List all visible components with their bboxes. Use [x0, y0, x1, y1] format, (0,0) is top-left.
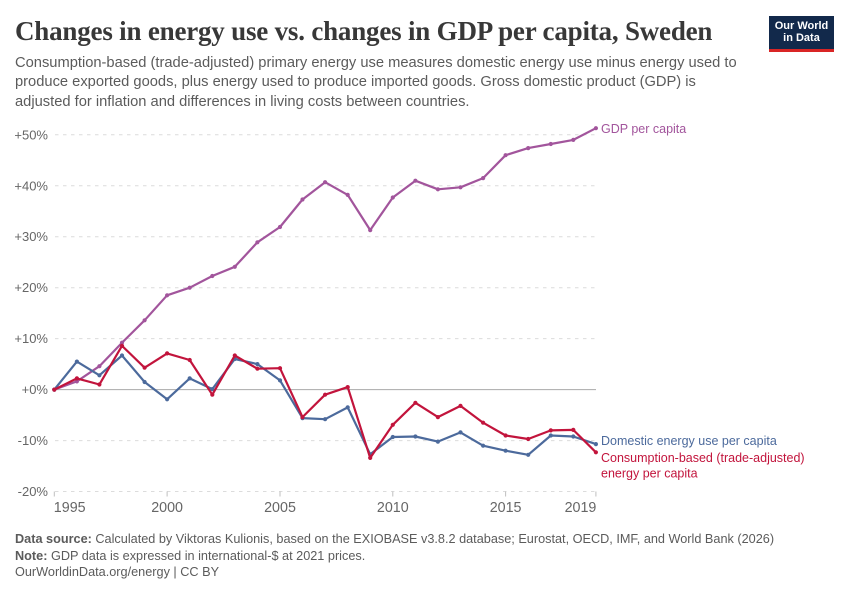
svg-text:GDP per capita: GDP per capita	[601, 122, 686, 136]
svg-text:2015: 2015	[490, 500, 522, 516]
svg-text:-20%: -20%	[18, 484, 49, 499]
svg-text:Consumption-based (trade-adjus: Consumption-based (trade-adjusted)	[601, 451, 805, 465]
svg-text:2010: 2010	[377, 500, 409, 516]
svg-text:2000: 2000	[151, 500, 183, 516]
svg-text:-10%: -10%	[18, 433, 49, 448]
svg-text:+30%: +30%	[14, 229, 48, 244]
svg-text:+0%: +0%	[22, 382, 49, 397]
svg-text:2019: 2019	[565, 500, 597, 516]
svg-text:2005: 2005	[264, 500, 296, 516]
svg-text:+20%: +20%	[14, 280, 48, 295]
svg-text:Domestic energy use per capita: Domestic energy use per capita	[601, 434, 777, 448]
svg-text:1995: 1995	[54, 500, 86, 516]
svg-text:+40%: +40%	[14, 178, 48, 193]
svg-text:energy per capita: energy per capita	[601, 467, 698, 481]
svg-text:+50%: +50%	[14, 127, 48, 142]
svg-text:+10%: +10%	[14, 331, 48, 346]
